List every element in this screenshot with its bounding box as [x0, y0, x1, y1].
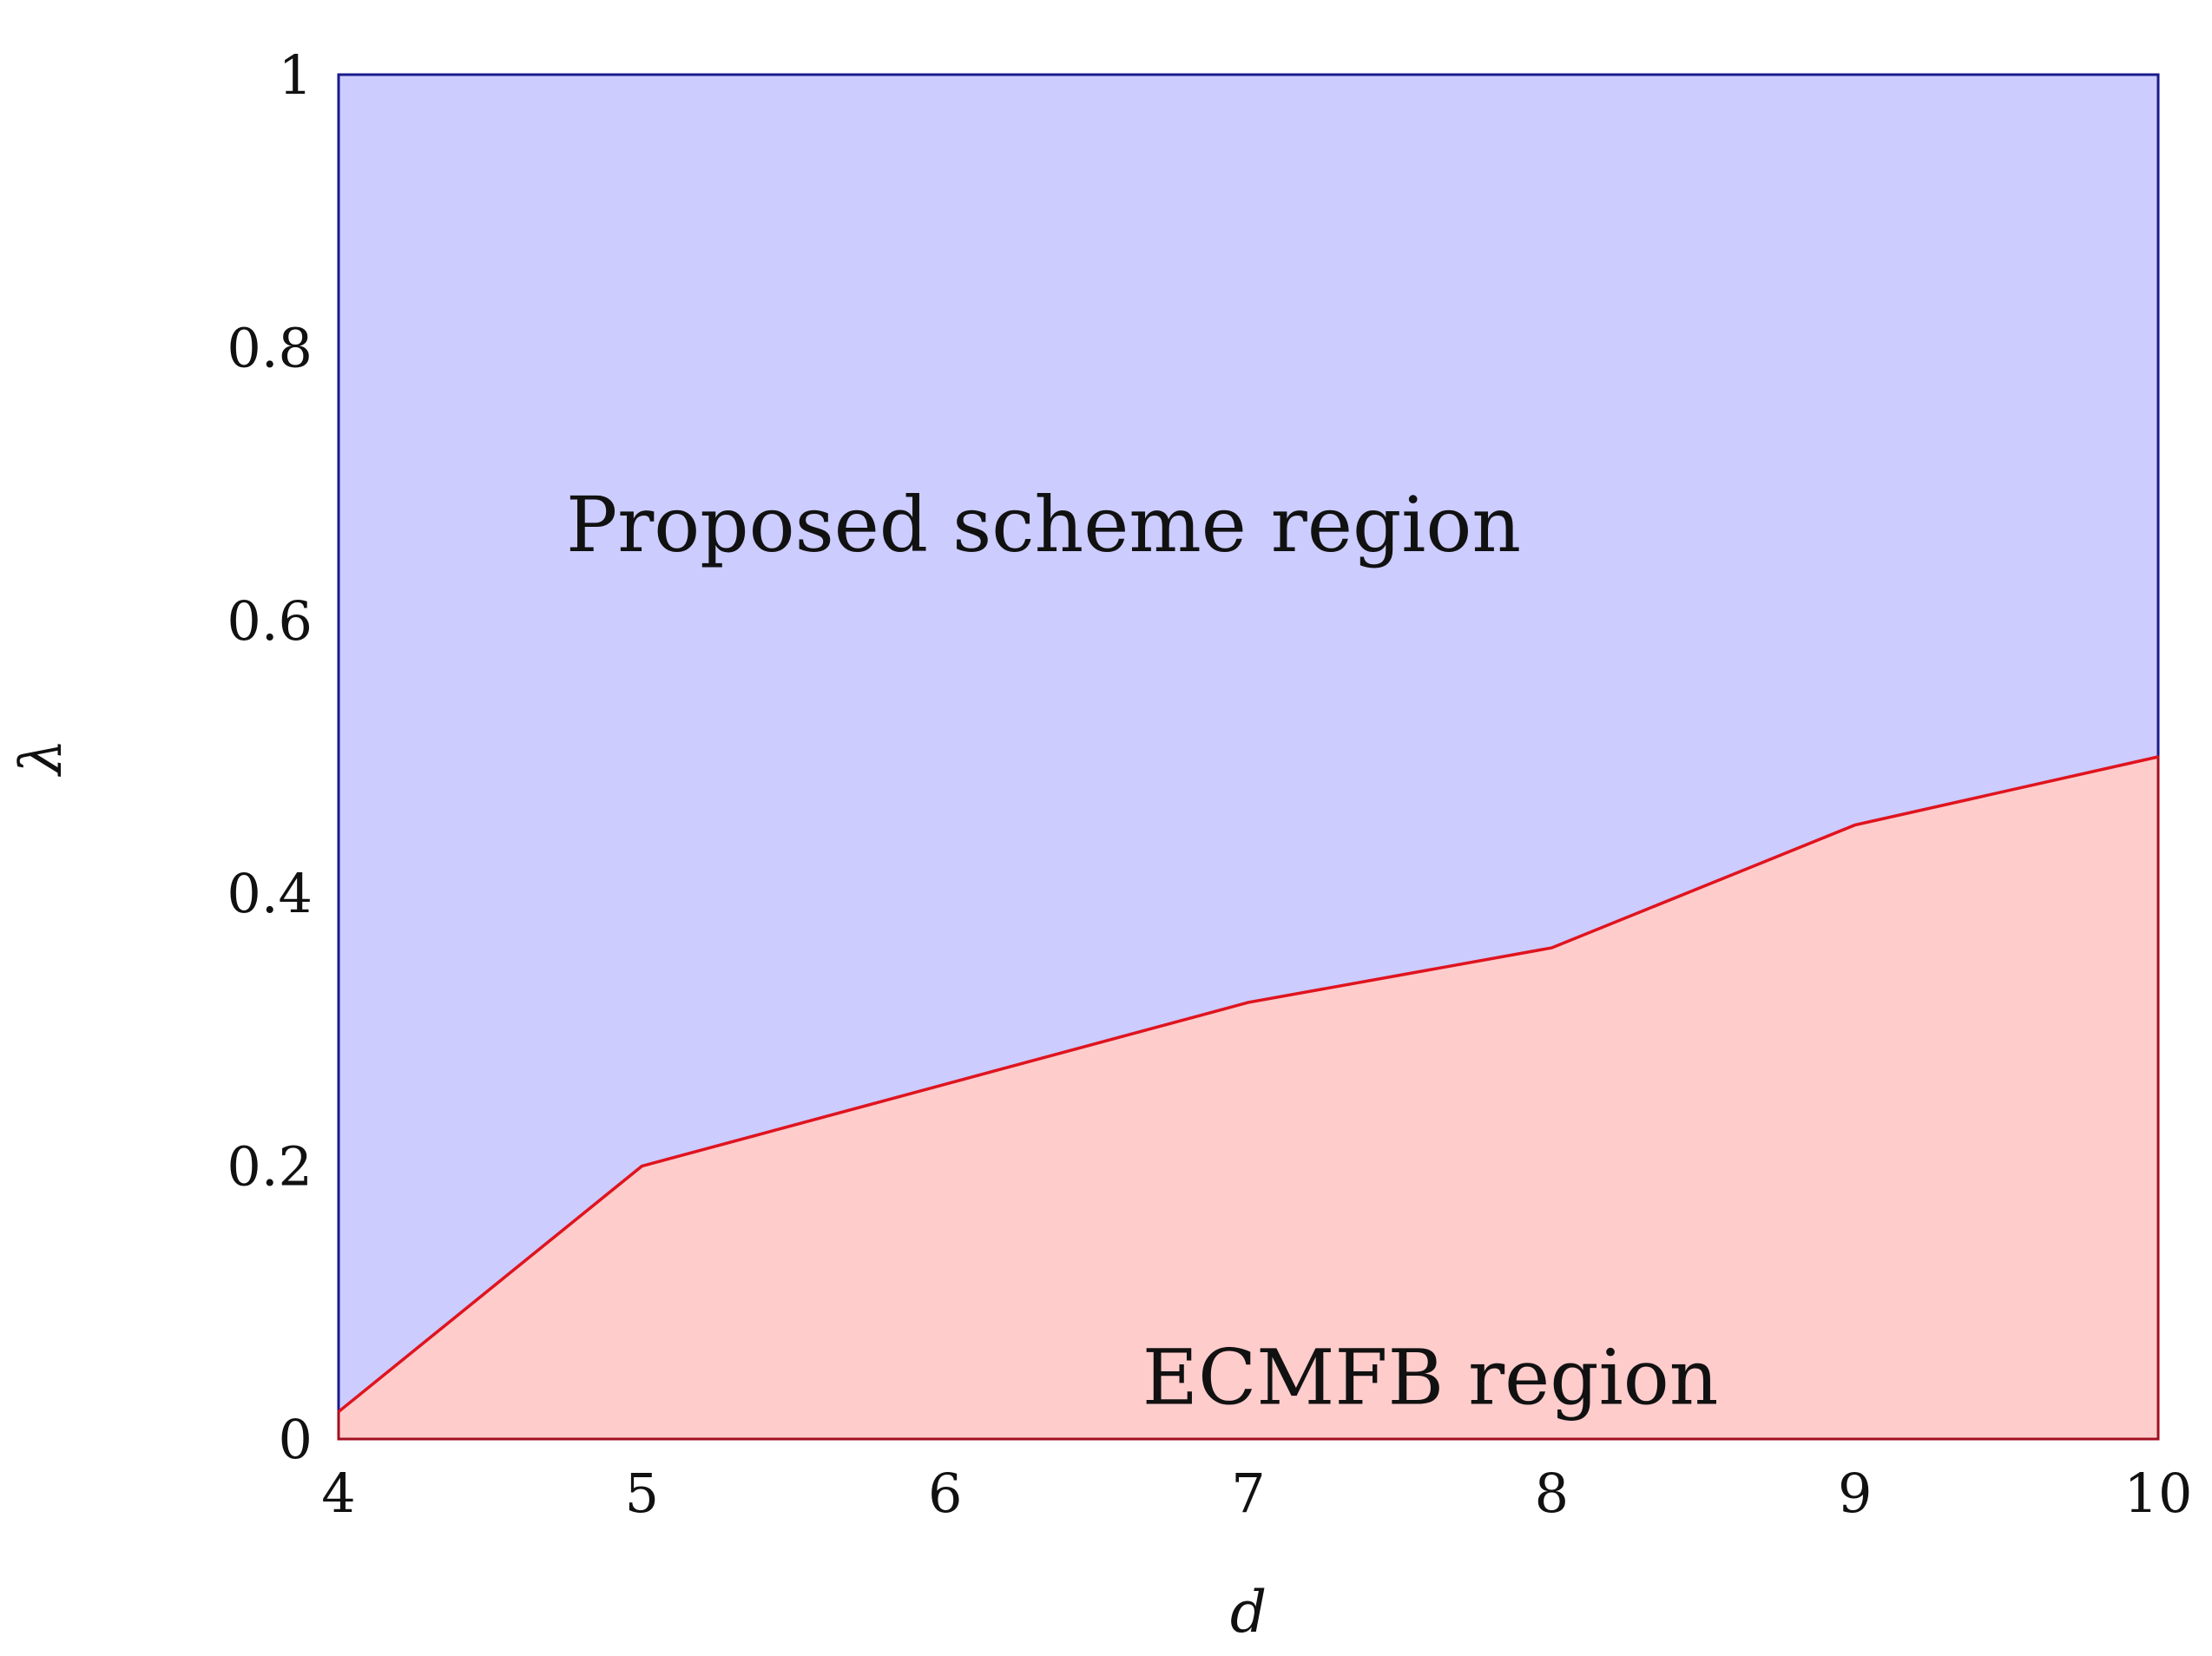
y-tick-label: 0.8 [227, 316, 313, 379]
y-axis-ticks: 0 0.2 0.4 0.6 0.8 1 [227, 43, 313, 1471]
x-axis-label: d [1230, 1579, 1267, 1646]
plot-area [337, 73, 2160, 1441]
x-tick-label: 9 [1838, 1462, 1872, 1525]
y-tick-label: 0.6 [227, 589, 313, 653]
x-tick-label: 4 [321, 1462, 355, 1525]
x-tick-label: 7 [1231, 1462, 1265, 1525]
y-tick-label: 1 [279, 43, 313, 107]
y-tick-label: 0.4 [227, 862, 313, 925]
x-tick-label: 8 [1535, 1462, 1569, 1525]
x-tick-label: 10 [2124, 1462, 2193, 1525]
y-tick-label: 0 [279, 1408, 313, 1471]
region-boundary-line [337, 755, 2159, 1413]
x-tick-label: 5 [625, 1462, 659, 1525]
x-axis-ticks: 4 5 6 7 8 9 10 [321, 1462, 2192, 1525]
ecmfb-region-label: ECMFB region [1142, 1332, 1719, 1422]
y-tick-label: 0.2 [227, 1135, 313, 1199]
y-axis-label: λ [8, 739, 75, 778]
x-tick-label: 6 [928, 1462, 962, 1525]
proposed-scheme-region-label: Proposed scheme region [566, 480, 1521, 569]
